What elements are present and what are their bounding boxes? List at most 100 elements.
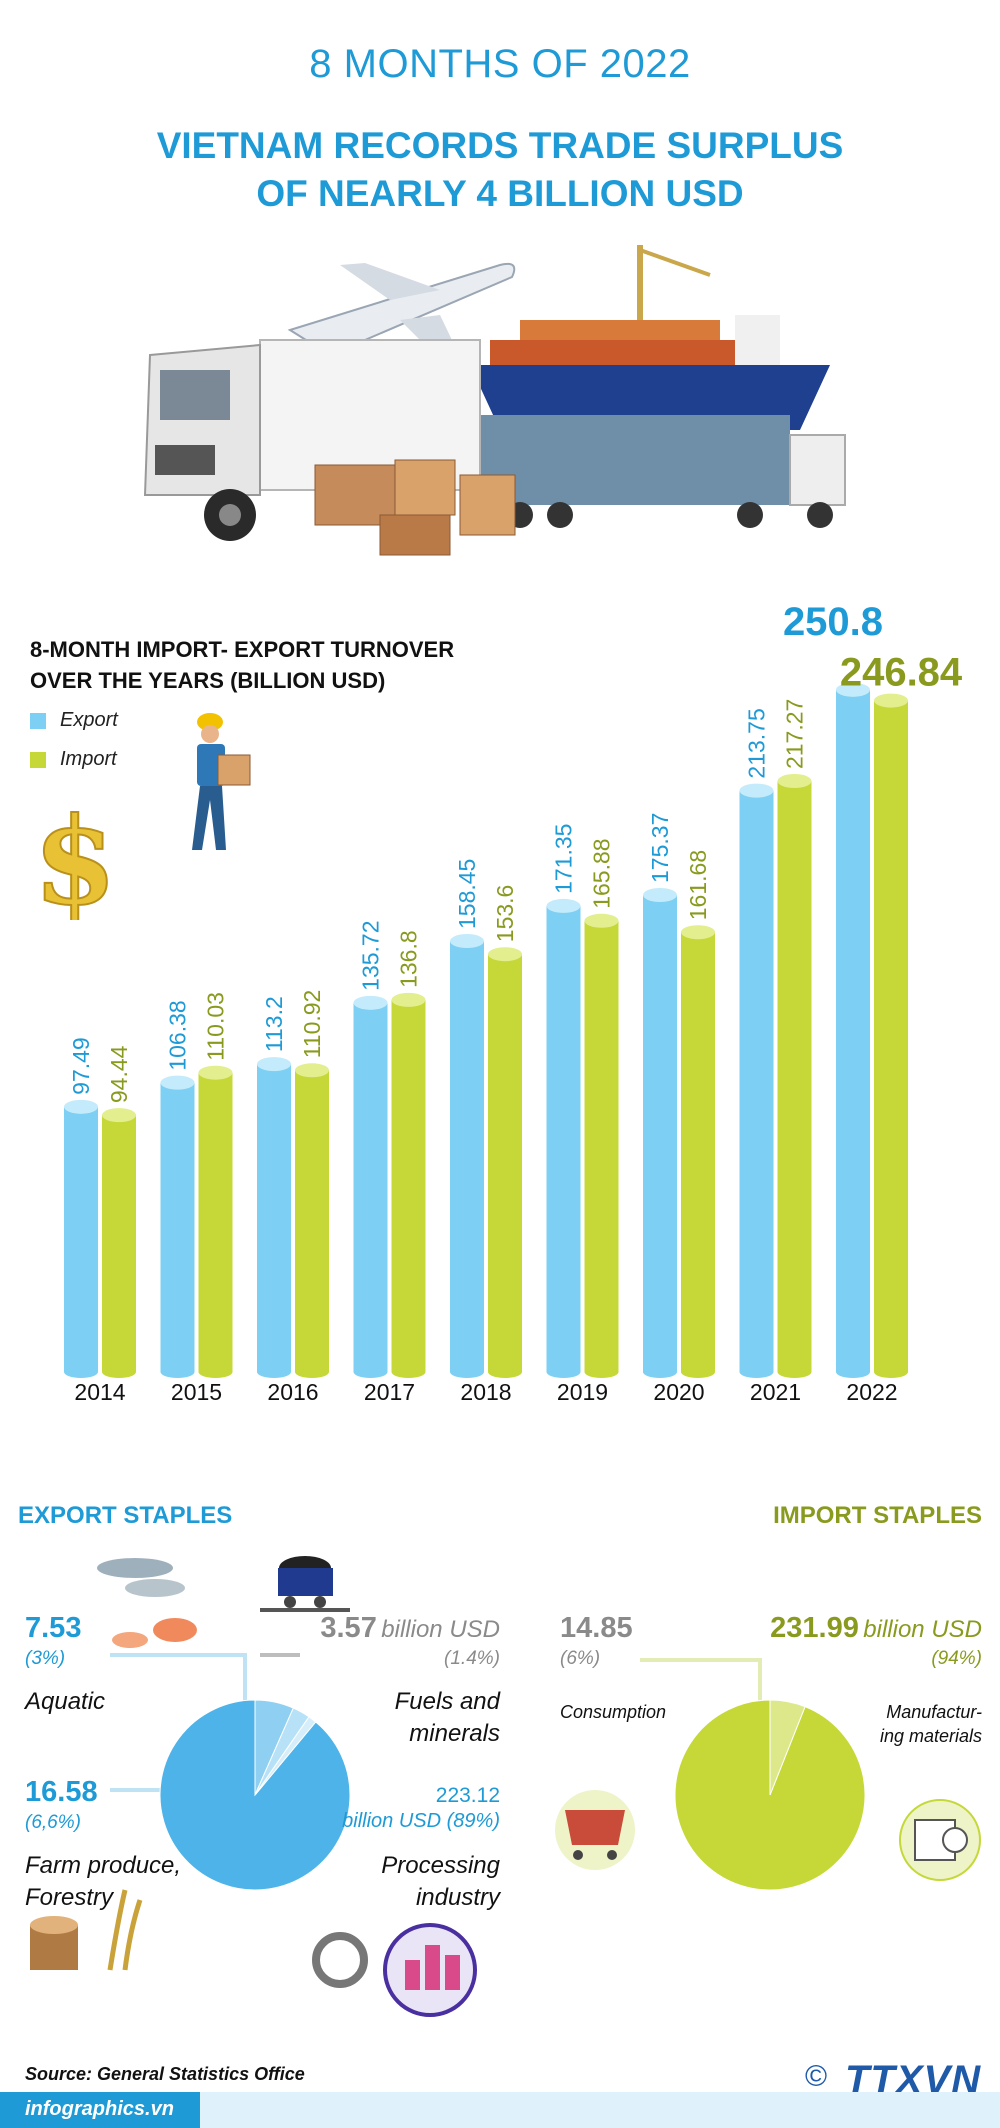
import-bar-2022	[874, 693, 908, 1378]
aquatic-value: 7.53	[25, 1612, 82, 1644]
x-tick-label-2021: 2021	[750, 1379, 801, 1405]
import-value-label-2014: 94.44	[106, 1045, 132, 1103]
import-bar-2019	[584, 913, 619, 1378]
consumption-pct: (6%)	[560, 1648, 601, 1669]
import-bar-2021	[777, 774, 812, 1378]
coal-cart-icon	[260, 1556, 350, 1612]
aquatic-pct: (3%)	[25, 1648, 66, 1669]
period-title: 8 MONTHS OF 2022	[309, 42, 691, 86]
import-bar-2018	[488, 947, 522, 1378]
export-bar-2014	[64, 1099, 98, 1378]
import-value-label-2020: 161.68	[685, 850, 711, 920]
chart-title: 8-MONTH IMPORT- EXPORT TURNOVER OVER THE…	[30, 634, 454, 696]
x-tick-label-2020: 2020	[653, 1379, 704, 1405]
legend-export: Export	[30, 709, 118, 732]
worker-carrying-box-icon	[192, 713, 251, 850]
export-bar-2019	[546, 898, 581, 1378]
legend-export-label: Export	[60, 709, 118, 731]
consumption-label: Consumption	[560, 1702, 667, 1722]
x-tick-label-2014: 2014	[74, 1379, 125, 1405]
import-bar-2017	[391, 992, 426, 1378]
fabric-roll-icon	[899, 1799, 981, 1881]
manufacturing-label-line-1: Manufactur-	[886, 1702, 982, 1722]
x-tick-label-2018: 2018	[460, 1379, 511, 1405]
export-bar-2017	[353, 995, 388, 1378]
import-value-label-2017: 136.8	[396, 930, 422, 988]
headline: VIETNAM RECORDS TRADE SURPLUS OF NEARLY …	[0, 122, 1000, 218]
headline-line-1: VIETNAM RECORDS TRADE SURPLUS	[156, 125, 844, 166]
footer-site-link[interactable]: infographics.vn	[25, 2098, 174, 2120]
chart-title-line-2: OVER THE YEARS (BILLION USD)	[30, 668, 386, 693]
import-value-label-2021: 217.27	[782, 699, 808, 769]
x-tick-label-2022: 2022	[846, 1379, 897, 1405]
fuels-unit: billion USD	[381, 1616, 500, 1643]
svg-text:$: $	[33, 795, 117, 920]
fuels-minerals-slice	[254, 1716, 317, 1796]
export-pie-chart	[159, 1699, 351, 1891]
processing-label-line-1: Processing	[381, 1852, 500, 1879]
import-value-label-2018: 153.6	[492, 885, 518, 943]
x-tick-label-2019: 2019	[557, 1379, 608, 1405]
headline-line-2: OF NEARLY 4 BILLION USD	[256, 173, 744, 214]
shopping-cart-icon	[555, 1790, 635, 1870]
import-value-label-2016: 110.92	[299, 990, 325, 1059]
x-tick-label-2015: 2015	[171, 1379, 222, 1405]
container-truck-icon	[460, 415, 846, 528]
import-bar-2015	[198, 1065, 233, 1378]
dollar-sign-icon: $	[32, 795, 118, 920]
export-value-label-2014: 97.49	[68, 1037, 94, 1095]
manufacturing-label-line-2: ing materials	[879, 1726, 982, 1746]
fuels-value-group: 3.57 billion USD	[320, 1612, 500, 1645]
import-value-label-2019: 165.88	[589, 838, 615, 908]
cargo-ship-icon	[470, 245, 830, 430]
farm-label-line-2: Forestry	[25, 1884, 114, 1911]
trade-illustration	[143, 245, 846, 556]
export-bar-2020	[643, 887, 677, 1378]
footer-site-band	[0, 2092, 200, 2128]
import-value-label-2015: 110.03	[203, 992, 229, 1061]
legend-import-swatch	[30, 751, 46, 768]
export-bar-2016	[257, 1057, 291, 1378]
export-value-label-2022: 250.8	[783, 600, 883, 644]
fuels-label: Fuels and minerals	[395, 1686, 500, 1750]
legend-import-label: Import	[60, 748, 117, 770]
import-bar-2016	[295, 1063, 329, 1378]
export-bar-2018	[450, 934, 484, 1378]
export-value-label-2017: 135.72	[358, 920, 384, 990]
consumption-slice	[769, 1699, 806, 1796]
processing-unit: billion USD (89%)	[342, 1810, 500, 1832]
manufacturing-unit: billion USD	[863, 1616, 982, 1643]
fuels-label-line-2: minerals	[409, 1720, 500, 1747]
farm-pct: (6,6%)	[25, 1812, 81, 1833]
import-bar-2014	[102, 1108, 136, 1378]
legend-import: Import	[30, 748, 117, 771]
manufacturing-value: 231.99	[770, 1612, 859, 1644]
aquatic-label: Aquatic	[25, 1688, 106, 1715]
industry-gears-icon	[312, 1923, 477, 2017]
fuels-value: 3.57	[320, 1612, 377, 1644]
x-tick-label-2016: 2016	[267, 1379, 318, 1405]
processing-value: 223.12	[435, 1784, 500, 1807]
footer-band	[200, 2092, 1000, 2128]
export-value-label-2016: 113.2	[261, 996, 287, 1052]
bar-chart: 97.49 94.44 106.38 110.03 113.2 110.92 135.72 1…	[64, 600, 963, 1405]
copyright-symbol: ©	[805, 2060, 828, 2093]
export-value-label-2015: 106.38	[165, 1000, 191, 1070]
wood-log-icon	[30, 1889, 143, 1971]
staples-graphics	[30, 1556, 981, 2017]
fish-icon	[97, 1558, 197, 1648]
export-value-label-2019: 171.35	[551, 824, 577, 894]
export-bar-2022	[836, 682, 870, 1378]
export-value-label-2018: 158.45	[454, 859, 480, 929]
manufacturing-label: Manufactur- ing materials	[880, 1700, 982, 1748]
manufacturing-pct: (94%)	[931, 1648, 982, 1669]
x-tick-label-2017: 2017	[364, 1379, 415, 1405]
import-staples-heading: IMPORT STAPLES	[773, 1502, 982, 1529]
cardboard-boxes-icon	[314, 459, 516, 556]
manufacturing-value-group: 231.99 billion USD	[770, 1612, 982, 1645]
legend-export-swatch	[30, 712, 46, 729]
source-note: Source: General Statistics Office	[25, 2064, 305, 2084]
fuels-pct: (1.4%)	[444, 1648, 500, 1669]
consumption-value: 14.85	[560, 1612, 633, 1644]
export-value-label-2021: 213.75	[744, 708, 770, 778]
